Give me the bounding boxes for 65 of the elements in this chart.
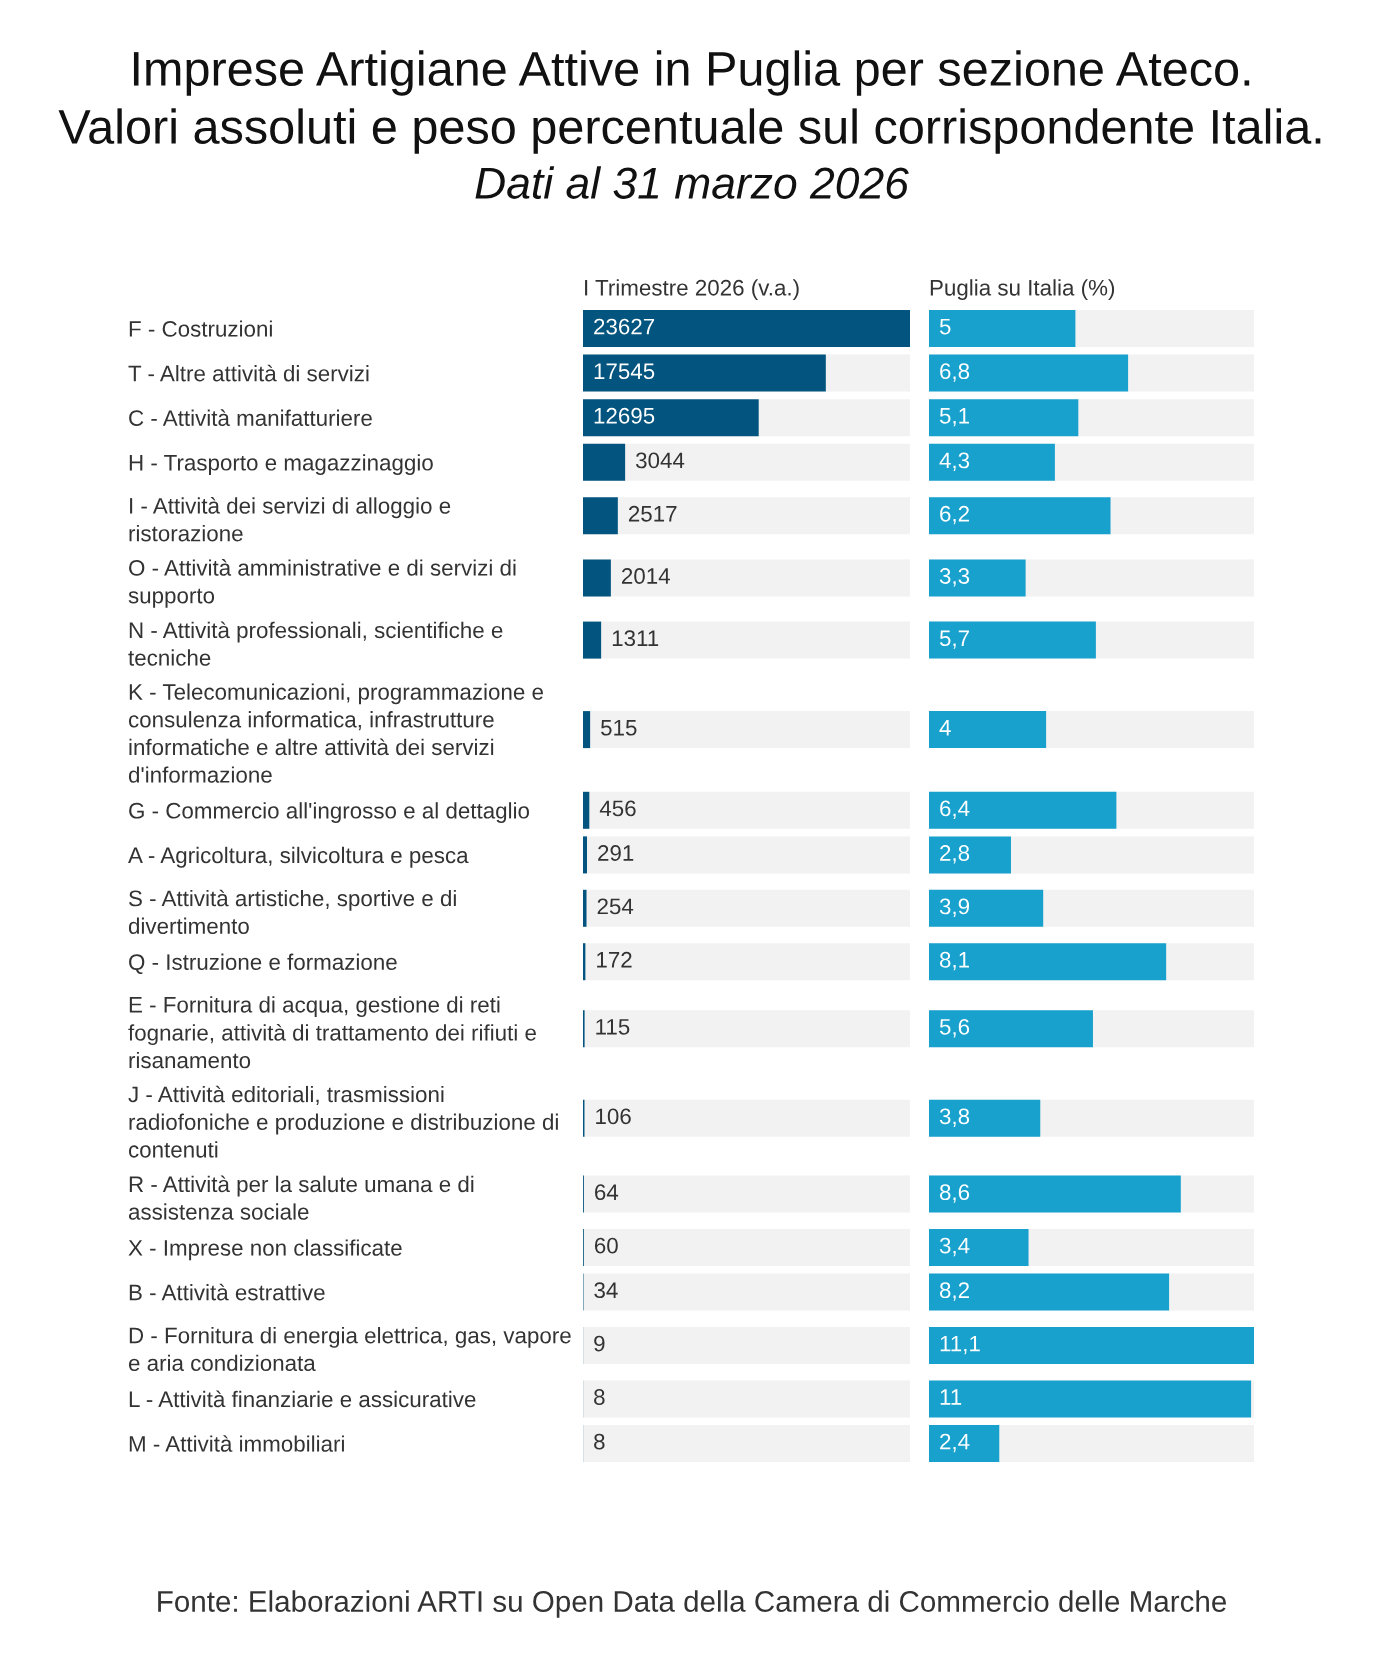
y-tick-label: I - Attività dei servizi di alloggio e ristorazione: [129, 497, 451, 542]
data-label: 456: [599, 800, 636, 817]
y-tick-label: L - Attività finanziarie e assicurative: [129, 1390, 476, 1408]
data-label: 11: [940, 1389, 962, 1405]
data-label: 8,2: [939, 1282, 969, 1301]
data-label: 34: [594, 1282, 618, 1299]
data-label: 4: [939, 720, 951, 736]
y-tick-label: S - Attività artistiche, sportive e di divertimento: [128, 889, 456, 934]
data-label: 9: [594, 1335, 605, 1352]
y-tick-label: K - Telecomunicazioni, programmazione e consulenza informatica, infrastrutture informatiche e altre attività dei servizi d'informazione: [128, 683, 543, 783]
y-tick-label: G - Commercio all'ingrosso e al dettaglio: [129, 802, 530, 824]
data-label: 106: [596, 1108, 631, 1125]
data-label: 8,1: [939, 951, 969, 971]
data-label: 11,1: [940, 1335, 980, 1355]
data-label: 64: [595, 1184, 619, 1201]
data-label: 515: [601, 720, 637, 736]
y-tick-label: H - Trasporto e magazzinaggio: [129, 454, 433, 476]
y-tick-label: C - Attività manifatturiere: [129, 409, 372, 427]
data-label: 3,3: [939, 568, 970, 587]
data-label: 6,2: [940, 505, 969, 525]
chart-subtitle: Dati al 31 marzo 2026: [475, 166, 909, 199]
data-label: 4,3: [939, 452, 970, 471]
data-label: 5,7: [939, 630, 969, 649]
data-label: 172: [597, 951, 632, 968]
y-tick-label: F - Costruzioni: [129, 320, 272, 337]
y-tick-label: B - Attività estrattive: [129, 1283, 325, 1301]
data-label: 2,4: [940, 1433, 970, 1453]
y-tick-label: J - Attività editoriali, trasmissioni radiofoniche e produzione e distribuzione di contenuti: [128, 1085, 558, 1158]
y-tick-label: A - Agricoltura, silvicoltura e pesca: [128, 846, 469, 868]
y-tick-label: O - Attività amministrative e di servizi di supporto: [128, 559, 516, 608]
y-tick-label: N - Attività professionali, scientifiche e tecniche: [128, 621, 503, 666]
y-tick-label: T - Altre attività di servizi: [128, 364, 369, 382]
data-label: 12695: [594, 407, 655, 424]
data-label: 8: [594, 1389, 605, 1405]
data-label: 1311: [612, 630, 659, 647]
data-label: 8: [594, 1433, 605, 1450]
data-label: 60: [594, 1237, 618, 1254]
data-label: 3,9: [939, 898, 970, 917]
y-tick-label: Q - Istruzione e formazione: [129, 953, 397, 975]
y-tick-label: R - Attività per la salute umana e di assistenza sociale: [128, 1175, 474, 1220]
data-label: 8,6: [939, 1184, 970, 1203]
data-label: 3044: [635, 452, 685, 469]
data-label: 3,4: [939, 1237, 970, 1257]
data-label: 3,8: [939, 1108, 970, 1127]
x-axis-title: I Trimestre 2026 (v.a.): [585, 279, 799, 301]
x-axis-title: Puglia su Italia (%): [930, 279, 1115, 301]
data-label: 115: [596, 1019, 630, 1035]
chart-title: Imprese Artigiane Attive in Puglia per sezione Ateco. Valori assoluti e peso percentuale sul corrispondente Italia.: [58, 50, 1321, 154]
data-label: 23627: [594, 318, 655, 335]
y-tick-label: M - Attività immobiliari: [129, 1435, 344, 1452]
data-label: 2014: [622, 568, 670, 584]
data-label: 6,8: [940, 363, 970, 382]
data-label: 17545: [594, 363, 655, 380]
y-tick-label: X - Imprese non classificate: [128, 1239, 402, 1261]
source-note: Fonte: Elaborazioni ARTI su Open Data della Camera di Commercio delle Marche: [158, 1590, 1226, 1618]
data-label: 2,8: [940, 845, 970, 864]
y-tick-label: E - Fornitura di acqua, gestione di reti fognarie, attività di trattamento dei rifiuti e risanamento: [128, 996, 536, 1069]
data-label: 5,1: [939, 408, 969, 427]
data-label: 2517: [628, 505, 677, 522]
data-label: 291: [598, 845, 634, 861]
data-label: 5,6: [939, 1018, 970, 1038]
data-label: 5: [939, 318, 951, 335]
y-tick-label: D - Fornitura di energia elettrica, gas, vapore e aria condizionata: [128, 1326, 571, 1372]
data-label: 254: [597, 898, 634, 915]
data-label: 6,4: [940, 800, 970, 819]
